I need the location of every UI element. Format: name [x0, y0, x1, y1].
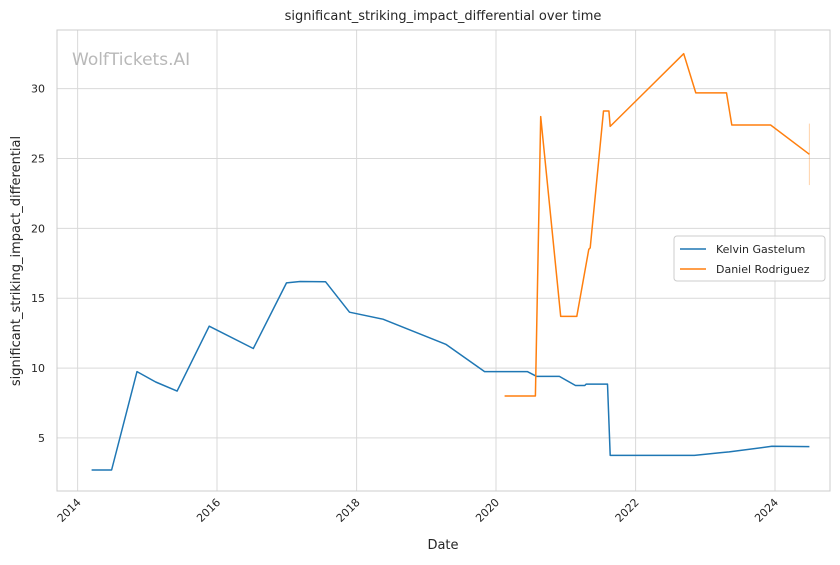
legend: Kelvin Gastelum Daniel Rodriguez [673, 235, 826, 282]
y-axis-label: significant_striking_impact_differential [9, 136, 24, 386]
y-tick-label: 30 [31, 83, 45, 96]
legend-label: Daniel Rodriguez [716, 263, 810, 276]
y-tick-label: 5 [38, 432, 45, 445]
y-tick-label: 20 [31, 222, 45, 235]
y-tick-label: 10 [31, 362, 45, 375]
series-line [504, 52, 810, 397]
grid [57, 30, 830, 491]
x-axis-label: Date [427, 538, 458, 553]
y-tick-label: 15 [31, 292, 45, 305]
y-tick-label: 25 [31, 153, 45, 166]
series-lines [91, 52, 810, 471]
legend-label: Kelvin Gastelum [716, 243, 805, 256]
chart-title: significant_striking_impact_differential… [285, 9, 602, 24]
plot-frame [56, 29, 831, 492]
series-line [91, 280, 810, 471]
legend-box [673, 235, 826, 282]
watermark-text: WolfTickets.AI [72, 50, 190, 70]
